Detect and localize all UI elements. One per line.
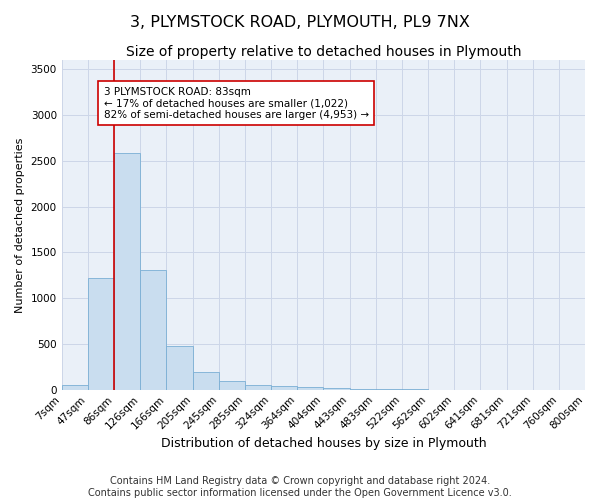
- Bar: [166, 346, 193, 390]
- X-axis label: Distribution of detached houses by size in Plymouth: Distribution of detached houses by size …: [161, 437, 486, 450]
- Bar: [350, 389, 376, 390]
- Bar: [88, 278, 114, 390]
- Bar: [297, 387, 323, 390]
- Bar: [62, 384, 88, 390]
- Text: 3, PLYMSTOCK ROAD, PLYMOUTH, PL9 7NX: 3, PLYMSTOCK ROAD, PLYMOUTH, PL9 7NX: [130, 15, 470, 30]
- Bar: [323, 388, 350, 390]
- Bar: [245, 384, 271, 390]
- Bar: [193, 372, 218, 390]
- Bar: [271, 386, 297, 390]
- Bar: [218, 380, 245, 390]
- Title: Size of property relative to detached houses in Plymouth: Size of property relative to detached ho…: [125, 45, 521, 59]
- Bar: [114, 152, 140, 390]
- Text: Contains HM Land Registry data © Crown copyright and database right 2024.
Contai: Contains HM Land Registry data © Crown c…: [88, 476, 512, 498]
- Text: 3 PLYMSTOCK ROAD: 83sqm
← 17% of detached houses are smaller (1,022)
82% of semi: 3 PLYMSTOCK ROAD: 83sqm ← 17% of detache…: [104, 86, 368, 120]
- Y-axis label: Number of detached properties: Number of detached properties: [15, 138, 25, 312]
- Bar: [140, 270, 166, 390]
